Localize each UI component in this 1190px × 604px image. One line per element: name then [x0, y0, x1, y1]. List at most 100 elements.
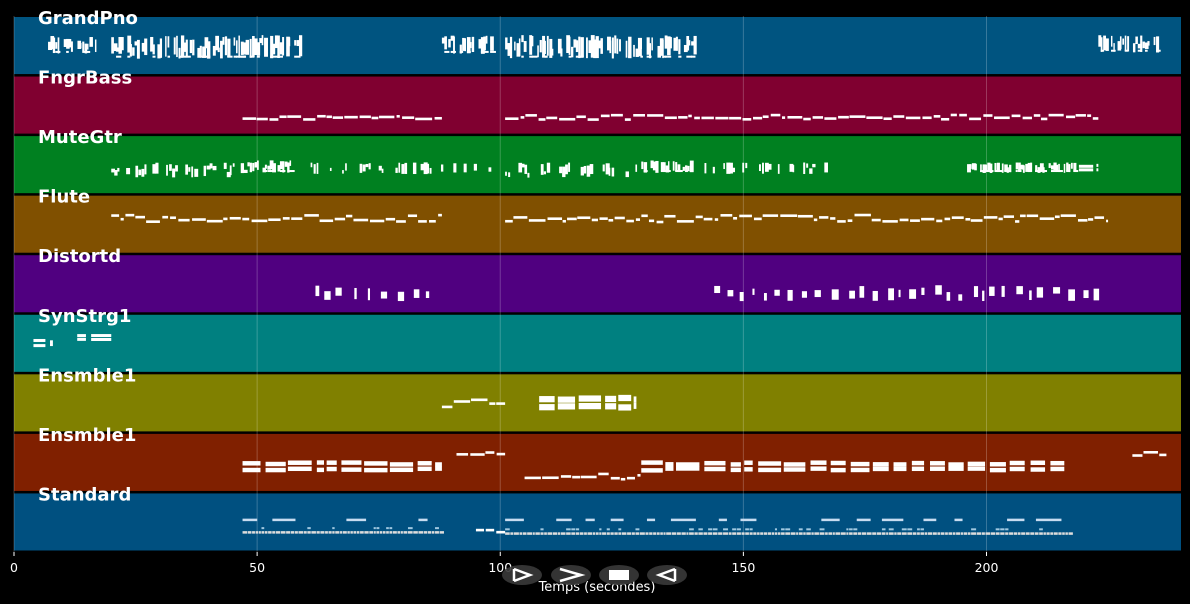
- note: [317, 114, 326, 118]
- note: [1156, 36, 1160, 53]
- note: [407, 527, 413, 530]
- note: [950, 113, 957, 117]
- note: [578, 395, 602, 402]
- fast-forward-button[interactable]: [551, 565, 591, 585]
- note: [444, 36, 447, 50]
- note: [389, 462, 414, 467]
- note: [984, 164, 988, 171]
- note: [967, 164, 971, 173]
- note: [888, 528, 894, 531]
- note: [753, 116, 763, 120]
- note: [571, 46, 574, 58]
- note: [1018, 170, 1022, 173]
- note: [1119, 36, 1122, 49]
- note: [191, 166, 194, 178]
- note: [922, 116, 932, 120]
- note: [242, 461, 261, 466]
- note: [157, 44, 161, 59]
- note: [686, 532, 689, 535]
- note: [987, 162, 991, 171]
- note: [937, 532, 941, 535]
- note: [614, 216, 625, 220]
- note: [402, 116, 415, 119]
- note: [774, 532, 778, 535]
- rewind-button[interactable]: [647, 565, 687, 585]
- note: [605, 403, 617, 410]
- note: [898, 289, 901, 298]
- note: [1006, 170, 1010, 173]
- note: [774, 528, 778, 531]
- note: [274, 35, 279, 49]
- note: [423, 531, 428, 534]
- note: [247, 162, 250, 167]
- note: [539, 396, 555, 403]
- note: [685, 165, 688, 170]
- note: [763, 293, 767, 301]
- note: [265, 461, 286, 467]
- note: [1077, 219, 1088, 222]
- note: [203, 165, 207, 177]
- note: [663, 532, 666, 535]
- note: [319, 219, 334, 223]
- note: [275, 531, 281, 534]
- note: [480, 50, 486, 53]
- note: [1092, 117, 1099, 120]
- stop-button[interactable]: [599, 565, 639, 585]
- note: [466, 37, 471, 54]
- note: [173, 37, 176, 55]
- note: [821, 518, 840, 522]
- note: [739, 214, 752, 218]
- note: [125, 213, 135, 217]
- note: [566, 532, 571, 535]
- note: [568, 55, 572, 58]
- note: [631, 532, 635, 535]
- note: [170, 216, 176, 220]
- note: [116, 47, 120, 52]
- note: [243, 42, 247, 55]
- note: [279, 115, 287, 119]
- note: [1040, 117, 1048, 121]
- note: [1117, 41, 1122, 51]
- note: [265, 467, 286, 473]
- note: [819, 216, 829, 219]
- note: [556, 518, 572, 522]
- note: [272, 170, 276, 173]
- note: [326, 460, 337, 465]
- note: [819, 528, 825, 531]
- play-button[interactable]: [502, 565, 542, 585]
- note: [698, 532, 703, 535]
- note: [270, 35, 274, 59]
- note: [267, 165, 272, 170]
- note: [730, 467, 741, 473]
- note: [566, 528, 571, 531]
- note: [229, 216, 241, 220]
- note: [185, 164, 188, 175]
- note: [277, 55, 284, 58]
- note: [176, 35, 178, 58]
- note: [681, 532, 686, 535]
- note: [1075, 114, 1086, 117]
- note: [559, 166, 563, 174]
- note: [316, 460, 325, 465]
- note: [810, 466, 827, 471]
- x-axis-label: Temps (secondes): [538, 580, 656, 595]
- note: [1003, 215, 1015, 218]
- note: [586, 165, 591, 177]
- note: [294, 55, 297, 58]
- note: [1132, 43, 1136, 53]
- note: [876, 532, 882, 535]
- note: [489, 402, 496, 405]
- note: [660, 170, 666, 173]
- note: [951, 216, 964, 219]
- note: [592, 532, 596, 535]
- note: [1142, 41, 1145, 49]
- note: [1054, 215, 1060, 219]
- note: [146, 220, 160, 223]
- note: [418, 518, 428, 522]
- note: [781, 532, 785, 535]
- note: [1110, 49, 1115, 52]
- note: [590, 35, 595, 57]
- note: [1013, 532, 1018, 535]
- note: [998, 217, 1003, 221]
- note: [1025, 532, 1030, 535]
